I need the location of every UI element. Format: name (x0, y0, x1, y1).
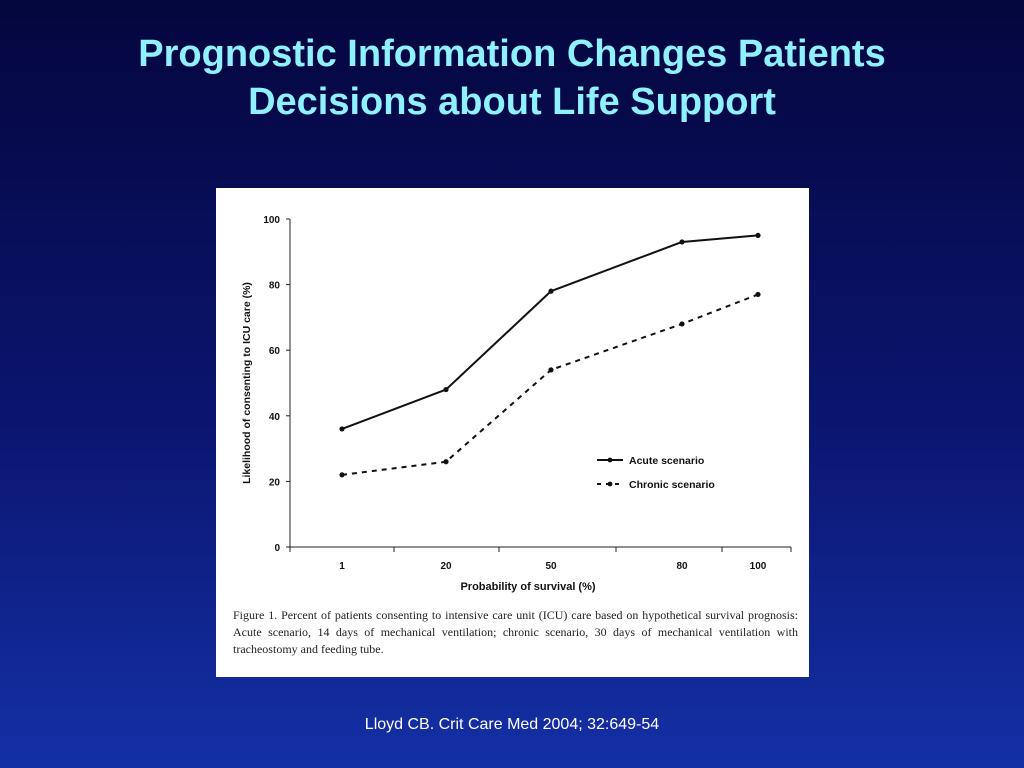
slide-title-line-1: Prognostic Information Changes Patients (138, 33, 886, 75)
x-tick-label: 50 (545, 561, 557, 572)
series-line-acute (341, 234, 759, 430)
x-tick-label: 80 (676, 561, 688, 572)
y-tick-label: 0 (274, 543, 280, 554)
data-point (755, 232, 761, 238)
data-point (339, 472, 345, 478)
legend-label: Chronic scenario (629, 479, 715, 491)
legend-marker (607, 457, 613, 463)
data-point (548, 288, 554, 294)
y-tick-label: 60 (269, 346, 281, 357)
data-point (443, 459, 449, 465)
x-tick-label: 20 (440, 561, 452, 572)
data-point (548, 367, 554, 373)
data-point (679, 321, 685, 327)
data-point (679, 239, 685, 245)
citation: Lloyd CB. Crit Care Med 2004; 32:649-54 (364, 716, 660, 733)
x-tick-label: 1 (339, 561, 345, 572)
data-point (339, 426, 345, 432)
y-axis-label: Likelihood of consenting to ICU care (%) (241, 282, 253, 484)
y-tick-label: 20 (269, 477, 281, 488)
data-point (443, 386, 449, 393)
y-tick-label: 40 (269, 412, 281, 423)
legend-label: Acute scenario (629, 455, 704, 467)
x-axis-label: Probability of survival (%) (460, 581, 595, 593)
y-tick-label: 80 (269, 281, 281, 292)
chart-axes (289, 219, 791, 548)
data-point (755, 291, 761, 298)
chart-lines (339, 232, 761, 478)
legend-marker (607, 481, 613, 487)
figure-panel: 0 20 40 60 80 100 1 20 50 80 100 Acute scenario Chr… (216, 188, 809, 677)
figure-caption: Figure 1. Percent of patients consenting… (233, 608, 798, 656)
slide-title-line-2: Decisions about Life Support (248, 81, 776, 123)
chart-legend: Acute scenario Chronic scenario (597, 455, 715, 491)
slide-title: Prognostic Information Changes Patients … (0, 30, 1024, 126)
series-line-chronic (341, 293, 759, 476)
y-tick-label: 100 (263, 215, 280, 226)
x-tick-label: 100 (750, 561, 767, 572)
